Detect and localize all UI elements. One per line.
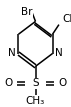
Text: Cl: Cl xyxy=(62,14,71,24)
Text: O: O xyxy=(5,78,13,88)
Text: O: O xyxy=(58,78,66,88)
Text: N: N xyxy=(8,48,16,59)
Text: S: S xyxy=(32,78,39,88)
Text: Br: Br xyxy=(21,7,33,17)
Text: N: N xyxy=(55,48,63,59)
Text: CH₃: CH₃ xyxy=(26,96,45,106)
